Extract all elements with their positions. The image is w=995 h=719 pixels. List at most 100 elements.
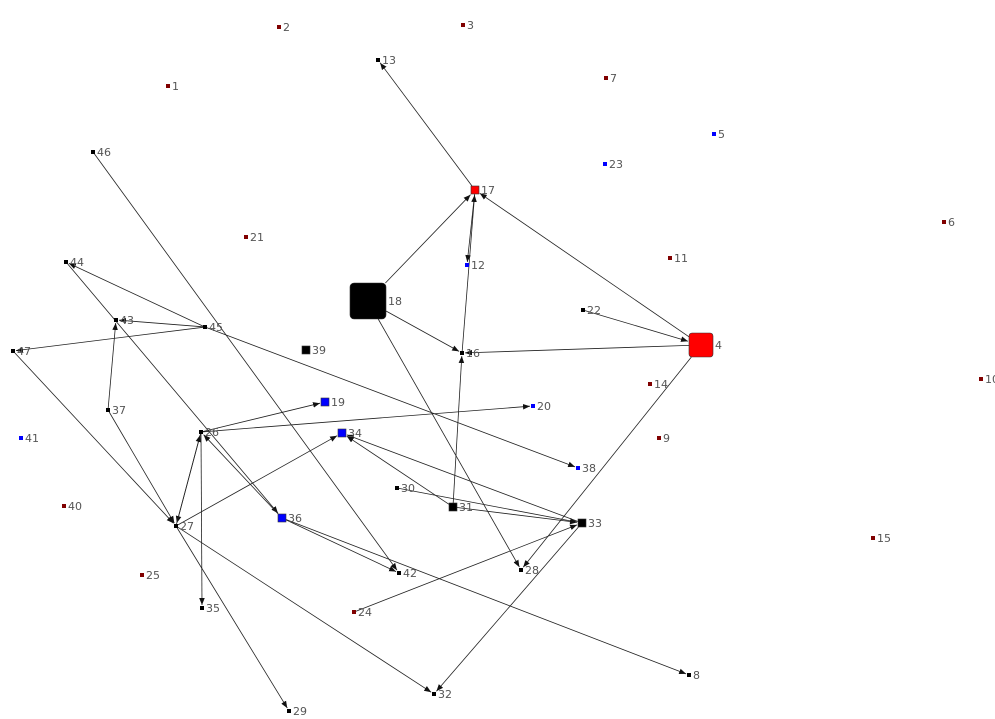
node-29-square[interactable] — [287, 709, 291, 713]
node-12[interactable]: 12 — [465, 259, 485, 272]
node-6[interactable]: 6 — [942, 216, 955, 229]
node-12-square[interactable] — [465, 263, 469, 267]
node-47[interactable]: 47 — [11, 345, 31, 358]
node-11-square[interactable] — [668, 256, 672, 260]
node-37-square[interactable] — [106, 408, 110, 412]
node-36-square[interactable] — [277, 513, 287, 523]
node-20-square[interactable] — [531, 404, 535, 408]
node-7[interactable]: 7 — [604, 72, 617, 85]
node-38[interactable]: 38 — [576, 462, 596, 475]
node-41-square[interactable] — [19, 436, 23, 440]
node-21-label: 21 — [250, 231, 264, 244]
node-31[interactable]: 31 — [448, 501, 473, 514]
node-9[interactable]: 9 — [657, 432, 670, 445]
node-31-square[interactable] — [448, 502, 458, 512]
node-2[interactable]: 2 — [277, 21, 290, 34]
node-33-square[interactable] — [577, 518, 587, 528]
node-4[interactable]: 4 — [688, 332, 722, 358]
node-39-square[interactable] — [301, 345, 311, 355]
node-27-label: 27 — [180, 520, 194, 533]
node-45[interactable]: 45 — [203, 321, 223, 334]
node-26[interactable]: 26 — [199, 426, 219, 439]
node-18[interactable]: 18 — [349, 282, 402, 320]
node-23-square[interactable] — [603, 162, 607, 166]
node-38-square[interactable] — [576, 466, 580, 470]
node-22-square[interactable] — [581, 308, 585, 312]
node-17[interactable]: 17 — [470, 184, 495, 197]
node-7-square[interactable] — [604, 76, 608, 80]
node-30[interactable]: 30 — [395, 482, 415, 495]
node-42[interactable]: 42 — [397, 567, 417, 580]
node-3-square[interactable] — [461, 23, 465, 27]
node-25-label: 25 — [146, 569, 160, 582]
node-29[interactable]: 29 — [287, 705, 307, 718]
node-15-square[interactable] — [871, 536, 875, 540]
edge-26-to-35 — [199, 433, 205, 606]
node-17-square[interactable] — [470, 185, 480, 195]
node-6-square[interactable] — [942, 220, 946, 224]
node-14[interactable]: 14 — [648, 378, 668, 391]
node-5[interactable]: 5 — [712, 128, 725, 141]
node-11[interactable]: 11 — [668, 252, 688, 265]
node-36[interactable]: 36 — [277, 512, 302, 525]
node-28[interactable]: 28 — [519, 564, 539, 577]
node-37[interactable]: 37 — [106, 404, 126, 417]
node-21-square[interactable] — [244, 235, 248, 239]
node-19[interactable]: 19 — [320, 396, 345, 409]
node-8-square[interactable] — [687, 673, 691, 677]
node-45-label: 45 — [209, 321, 223, 334]
node-28-square[interactable] — [519, 568, 523, 572]
node-46[interactable]: 46 — [91, 146, 111, 159]
node-22[interactable]: 22 — [581, 304, 601, 317]
node-47-square[interactable] — [11, 349, 15, 353]
node-27-square[interactable] — [174, 524, 178, 528]
node-32-square[interactable] — [432, 692, 436, 696]
node-18-square[interactable] — [349, 282, 387, 320]
node-10-square[interactable] — [979, 377, 983, 381]
node-2-square[interactable] — [277, 25, 281, 29]
node-39[interactable]: 39 — [301, 344, 326, 357]
node-9-square[interactable] — [657, 436, 661, 440]
node-4-square[interactable] — [688, 332, 714, 358]
node-20[interactable]: 20 — [531, 400, 551, 413]
node-35-square[interactable] — [200, 606, 204, 610]
node-26-square[interactable] — [199, 430, 203, 434]
node-40-label: 40 — [68, 500, 82, 513]
node-44-square[interactable] — [64, 260, 68, 264]
node-15[interactable]: 15 — [871, 532, 891, 545]
node-3[interactable]: 3 — [461, 19, 474, 32]
node-25-square[interactable] — [140, 573, 144, 577]
node-10[interactable]: 10 — [979, 373, 995, 386]
node-25[interactable]: 25 — [140, 569, 160, 582]
node-34[interactable]: 34 — [337, 427, 362, 440]
node-16[interactable]: 16 — [460, 347, 480, 360]
node-21[interactable]: 21 — [244, 231, 264, 244]
node-44[interactable]: 44 — [64, 256, 84, 269]
node-40[interactable]: 40 — [62, 500, 82, 513]
node-19-square[interactable] — [320, 397, 330, 407]
node-23[interactable]: 23 — [603, 158, 623, 171]
node-13-square[interactable] — [376, 58, 380, 62]
node-40-square[interactable] — [62, 504, 66, 508]
node-34-square[interactable] — [337, 428, 347, 438]
node-24-square[interactable] — [352, 610, 356, 614]
node-35[interactable]: 35 — [200, 602, 220, 615]
node-43[interactable]: 43 — [114, 314, 134, 327]
node-5-square[interactable] — [712, 132, 716, 136]
node-24[interactable]: 24 — [352, 606, 372, 619]
node-14-square[interactable] — [648, 382, 652, 386]
node-33[interactable]: 33 — [577, 517, 602, 530]
node-30-square[interactable] — [395, 486, 399, 490]
node-45-square[interactable] — [203, 325, 207, 329]
node-1[interactable]: 1 — [166, 80, 179, 93]
node-13[interactable]: 13 — [376, 54, 396, 67]
node-16-square[interactable] — [460, 351, 464, 355]
node-46-square[interactable] — [91, 150, 95, 154]
node-41[interactable]: 41 — [19, 432, 39, 445]
node-32[interactable]: 32 — [432, 688, 452, 701]
node-1-square[interactable] — [166, 84, 170, 88]
node-8[interactable]: 8 — [687, 669, 700, 682]
node-27[interactable]: 27 — [174, 520, 194, 533]
node-42-square[interactable] — [397, 571, 401, 575]
node-43-square[interactable] — [114, 318, 118, 322]
